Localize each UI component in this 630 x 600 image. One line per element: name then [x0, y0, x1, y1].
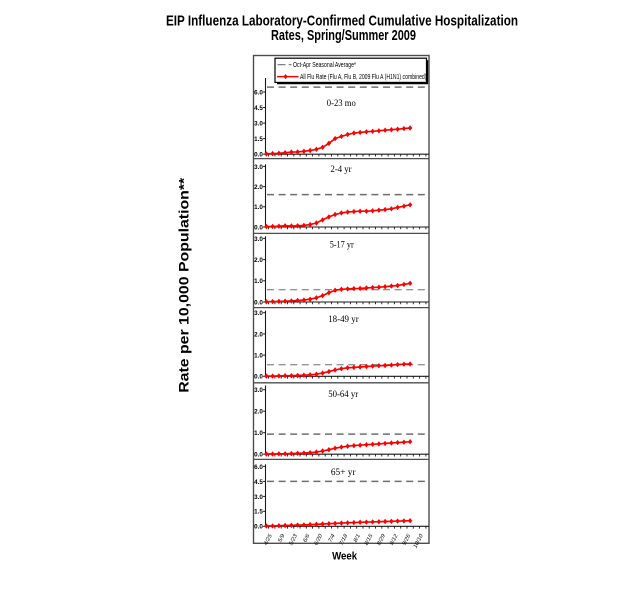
svg-text:7/4: 7/4 — [328, 532, 337, 544]
svg-text:Rates, Spring/Summer 2009: Rates, Spring/Summer 2009 — [271, 28, 416, 44]
svg-text:3.0: 3.0 — [254, 164, 263, 171]
svg-text:5/9: 5/9 — [278, 533, 286, 544]
svg-text:Rate per 10,000 Population**: Rate per 10,000 Population** — [177, 177, 193, 393]
svg-text:1.5: 1.5 — [254, 509, 263, 516]
svg-text:8/1: 8/1 — [353, 533, 361, 544]
svg-text:6.0: 6.0 — [254, 464, 263, 471]
svg-text:0.0: 0.0 — [254, 224, 263, 231]
svg-text:3.0: 3.0 — [254, 121, 263, 128]
svg-text:4.5: 4.5 — [254, 479, 263, 486]
svg-text:0-23 mo: 0-23 mo — [327, 99, 356, 109]
svg-text:Oct-Apr Seasonal Average*: Oct-Apr Seasonal Average* — [293, 60, 356, 69]
svg-text:3.0: 3.0 — [254, 387, 263, 394]
svg-text:6/6: 6/6 — [303, 533, 311, 544]
svg-text:Week: Week — [332, 551, 357, 563]
svg-text:EIP Influenza Laboratory-Confi: EIP Influenza Laboratory-Confirmed Cumul… — [166, 14, 518, 30]
svg-text:All Flu Rate (Flu A, Flu B, 20: All Flu Rate (Flu A, Flu B, 2009 Flu A (… — [300, 72, 427, 81]
svg-text:5-17 yr: 5-17 yr — [330, 241, 355, 251]
svg-text:2.0: 2.0 — [254, 257, 263, 264]
svg-text:8/29: 8/29 — [377, 533, 387, 547]
svg-text:18-49 yr: 18-49 yr — [328, 315, 359, 325]
svg-text:5/23: 5/23 — [289, 533, 299, 547]
svg-text:2.0: 2.0 — [254, 184, 263, 191]
svg-text:10/10: 10/10 — [413, 533, 424, 550]
svg-text:4/25: 4/25 — [264, 533, 274, 547]
svg-text:65+ yr: 65+ yr — [331, 468, 357, 478]
svg-text:2.0: 2.0 — [254, 409, 263, 416]
svg-text:0.0: 0.0 — [254, 524, 263, 531]
svg-text:1.0: 1.0 — [254, 204, 263, 211]
svg-text:9/26: 9/26 — [402, 533, 412, 547]
svg-text:3.0: 3.0 — [254, 236, 263, 243]
svg-text:1.5: 1.5 — [254, 136, 263, 143]
svg-text:1.0: 1.0 — [254, 353, 263, 360]
svg-text:6.0: 6.0 — [254, 89, 263, 96]
svg-text:7/18: 7/18 — [339, 533, 349, 547]
svg-text:0.0: 0.0 — [254, 374, 263, 381]
svg-text:50-64 yr: 50-64 yr — [328, 390, 359, 400]
svg-text:0.0: 0.0 — [254, 452, 263, 459]
svg-text:3.0: 3.0 — [254, 494, 263, 501]
svg-text:1.0: 1.0 — [254, 430, 263, 437]
svg-text:6/20: 6/20 — [314, 533, 324, 547]
svg-text:0.0: 0.0 — [254, 152, 263, 159]
svg-text:1.0: 1.0 — [254, 278, 263, 285]
svg-text:3.0: 3.0 — [254, 310, 263, 317]
svg-text:9/12: 9/12 — [389, 533, 399, 547]
svg-text:2.0: 2.0 — [254, 331, 263, 338]
svg-text:0.0: 0.0 — [254, 299, 263, 306]
svg-text:4.5: 4.5 — [254, 105, 263, 112]
svg-text:8/15: 8/15 — [364, 533, 374, 547]
svg-text:2-4 yr: 2-4 yr — [331, 165, 353, 175]
